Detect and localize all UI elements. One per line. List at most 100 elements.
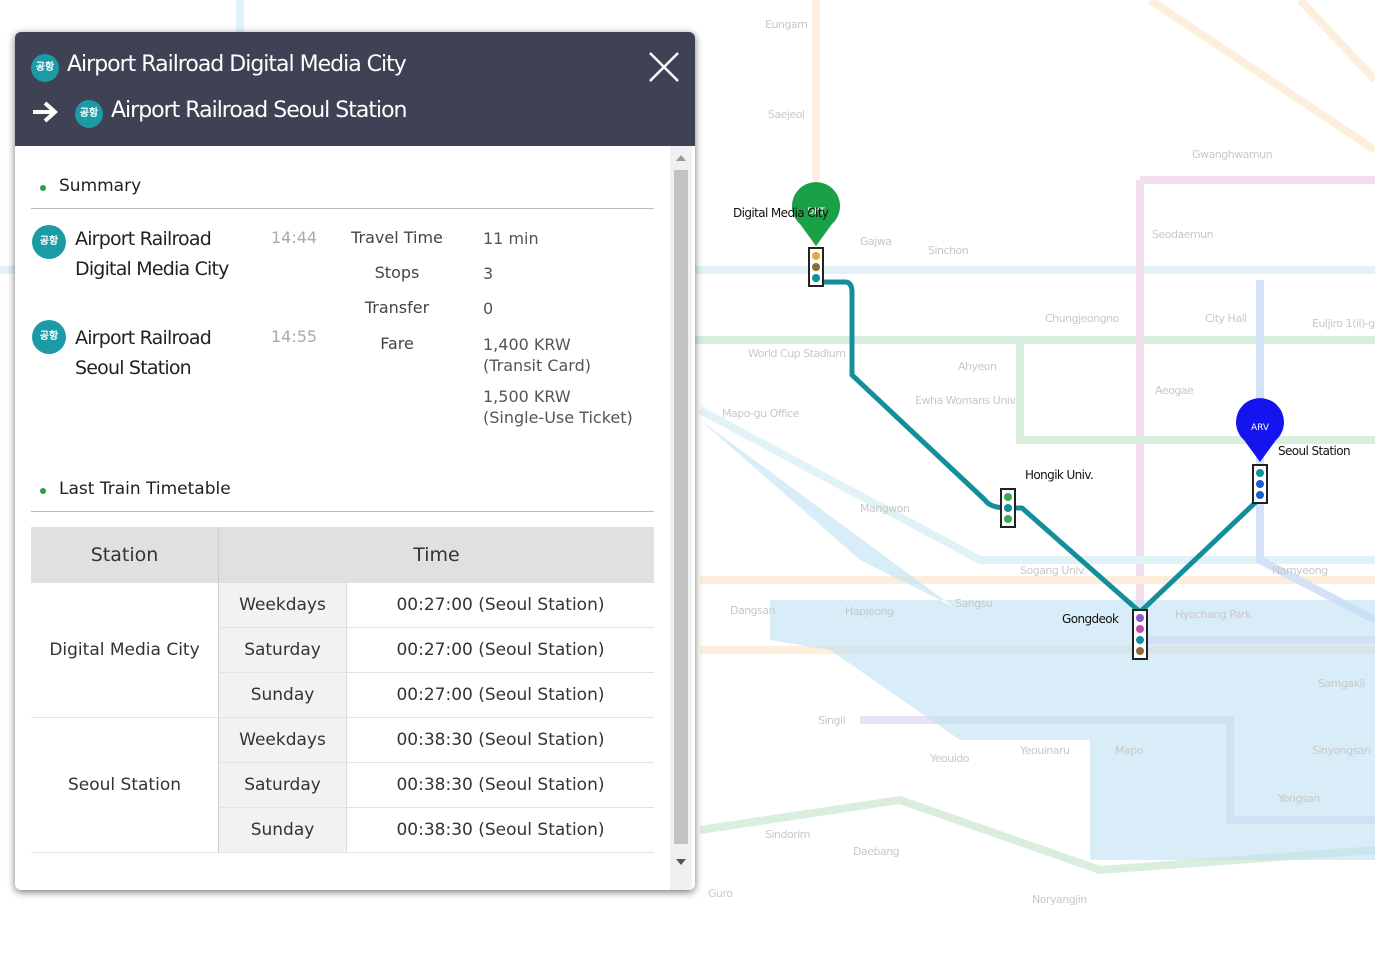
background-label: Sinyongsan	[1312, 744, 1371, 757]
background-label: Ewha Womans Univ.	[915, 394, 1018, 407]
background-label: Sangsu	[955, 597, 992, 610]
row: Sunday 00:38:30 (Seoul Station)	[31, 807, 654, 853]
info-label: Fare	[380, 334, 414, 353]
river	[700, 420, 1375, 860]
line-badge: 공항	[31, 54, 59, 82]
info-value: 11 min	[483, 228, 539, 249]
time-cell: 00:38:30 (Seoul Station)	[346, 807, 654, 853]
background-label: Mangwon	[860, 502, 910, 515]
marker-label: ARV	[1251, 423, 1270, 433]
info-label: Stops	[374, 263, 420, 282]
background-label: Sogang Univ.	[1020, 564, 1086, 577]
day-cell: Sunday	[218, 672, 347, 718]
origin: Airport Railroad Digital Media City	[67, 52, 407, 77]
line-name: Airport Railroad	[75, 327, 212, 349]
row: Digital Media City Weekdays 00:27:00 (Seou…	[31, 583, 654, 718]
day-cell: Saturday	[218, 627, 347, 673]
info-label: Travel Time	[351, 228, 443, 247]
map-labels: Digital Media City Hongik Univ. Gongdeok Se…	[708, 18, 1375, 906]
time-cell: 00:27:00 (Seoul Station)	[346, 627, 654, 673]
destination-marker: ARV	[1236, 398, 1284, 462]
background-label: Chungjeongno	[1045, 312, 1120, 325]
info-line: (Single-Use Ticket)	[483, 408, 633, 427]
time-cell: 00:27:00 (Seoul Station)	[346, 583, 654, 628]
background-label: Yeouido	[929, 752, 970, 765]
background-label: Yeouinaru	[1019, 744, 1070, 757]
station-cell: Digital Media City	[31, 583, 219, 718]
column-header: Station	[31, 527, 219, 583]
time: 14:44	[271, 228, 318, 247]
line-badge: 공항	[32, 320, 66, 354]
section-title: Summary	[59, 176, 142, 196]
time-cell: 00:38:30 (Seoul Station)	[346, 762, 654, 808]
station: Airport Railroad Digital Media City	[75, 224, 229, 284]
background-label: City Hall	[1205, 312, 1247, 325]
background-label: Saejeol	[768, 108, 805, 121]
day-cell: Saturday	[218, 762, 347, 808]
panel-header: 공항 Airport Railroad Digital Media City 공…	[15, 32, 695, 146]
background-label: Sindorim	[765, 828, 810, 841]
background-label: Noryangjin	[1032, 893, 1087, 906]
background-label: Ahyeon	[958, 360, 997, 373]
arrow-icon	[33, 101, 58, 123]
line-name: Airport Railroad	[75, 228, 212, 250]
scroll-thumb[interactable]	[674, 170, 688, 844]
time-cell: 00:38:30 (Seoul Station)	[346, 717, 654, 763]
line-badge: 공항	[75, 100, 103, 128]
destination: Airport Railroad Seoul Station	[111, 98, 407, 123]
scroll-up[interactable]	[675, 154, 687, 162]
station-boxes	[808, 247, 1268, 660]
line-badge: 공항	[32, 225, 66, 259]
row: Sunday 00:27:00 (Seoul Station)	[31, 672, 654, 718]
station-name: Seoul Station	[75, 357, 192, 379]
bullet	[40, 488, 46, 494]
row: Saturday 00:38:30 (Seoul Station)	[31, 762, 654, 808]
background-label: Daebang	[853, 845, 899, 858]
background-label: Gwanghwamun	[1192, 148, 1273, 161]
station-label: Hongik Univ.	[1025, 468, 1093, 482]
info-value: 1,400 KRW (Transit Card) 1,500 KRW (Single-…	[483, 334, 633, 428]
info-label: Transfer	[364, 298, 430, 317]
station-label: Gongdeok	[1062, 612, 1119, 626]
background-label: Seodaemun	[1152, 228, 1214, 241]
bullet	[40, 185, 46, 191]
info-line: 1,400 KRW	[483, 335, 571, 354]
background-label: Hyochang Park	[1175, 608, 1252, 621]
time-cell: 00:27:00 (Seoul Station)	[346, 672, 654, 718]
station-name: Digital Media City	[75, 258, 229, 280]
background-label: Singil	[818, 714, 846, 727]
day-cell: Sunday	[218, 807, 347, 853]
scroll-down[interactable]	[675, 858, 687, 866]
background-label: Namyeong	[1272, 564, 1328, 577]
background-label: Euljiro 1(il)-ga	[1312, 317, 1375, 330]
info-line: 3	[483, 264, 494, 283]
close-button[interactable]	[647, 50, 681, 84]
column-header: Time	[218, 527, 654, 583]
scrollbar[interactable]	[670, 146, 692, 890]
route-panel: 공항 Airport Railroad Digital Media City 공…	[15, 32, 695, 890]
divider	[31, 511, 654, 512]
section-title: Last Train Timetable	[59, 479, 231, 499]
station-cell: Seoul Station	[31, 717, 219, 853]
station: Airport Railroad Seoul Station	[75, 323, 212, 383]
background-label: Dangsan	[730, 604, 776, 617]
info-line: 1,500 KRW	[483, 387, 571, 406]
origin-marker: DPT	[792, 182, 840, 246]
background-label: Hapjeong	[845, 605, 894, 618]
background-label: Guro	[708, 887, 733, 900]
info-line: (Transit Card)	[483, 356, 591, 375]
background-label: Sinchon	[928, 244, 969, 257]
time: 14:55	[271, 327, 318, 346]
info-value: 3	[483, 263, 493, 284]
day-cell: Weekdays	[218, 583, 347, 628]
row: Seoul Station Weekdays 00:38:30 (Seoul Sta…	[31, 717, 654, 853]
background-label: Mapo	[1115, 744, 1144, 757]
background-label: Mapo-gu Office	[722, 407, 800, 420]
background-label: Eungam	[765, 18, 807, 31]
info-line: 0	[483, 299, 494, 318]
info-value: 0	[483, 298, 493, 319]
divider	[31, 208, 654, 209]
timetable: Station Time Digital Media City Weekdays 0…	[31, 527, 654, 853]
